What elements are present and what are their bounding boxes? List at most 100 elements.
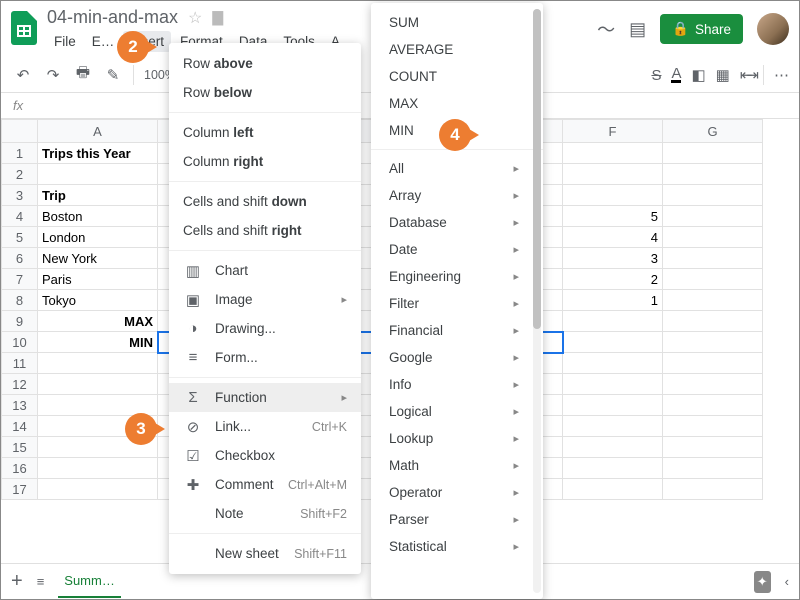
cell[interactable]: 2	[563, 269, 663, 290]
menu-chart[interactable]: ▥Chart	[169, 256, 361, 285]
comments-icon[interactable]: ▤	[629, 19, 646, 40]
col-header-G[interactable]: G	[663, 120, 763, 143]
callout-3: 3	[125, 413, 157, 445]
fn-date[interactable]: Date▸	[371, 236, 543, 263]
row-header[interactable]: 7	[2, 269, 38, 290]
menu-comment[interactable]: ✚CommentCtrl+Alt+M	[169, 470, 361, 499]
callout-4: 4	[439, 119, 471, 151]
folder-icon[interactable]: ▇	[212, 9, 223, 26]
menu-cells-right[interactable]: Cells and shift right	[169, 216, 361, 245]
paint-format-icon[interactable]: ✎	[103, 66, 123, 84]
all-sheets-icon[interactable]: ≡	[37, 574, 45, 589]
fill-color-icon[interactable]: ◧	[691, 66, 705, 84]
cell[interactable]: Trips this Year	[38, 143, 158, 164]
fn-info[interactable]: Info▸	[371, 371, 543, 398]
fn-logical[interactable]: Logical▸	[371, 398, 543, 425]
menu-file[interactable]: File	[47, 31, 83, 52]
fn-math[interactable]: Math▸	[371, 452, 543, 479]
cell[interactable]: MAX	[38, 311, 158, 332]
row-header[interactable]: 14	[2, 416, 38, 437]
menu-checkbox[interactable]: ☑Checkbox	[169, 441, 361, 470]
trend-icon[interactable]: 〜	[597, 16, 615, 42]
undo-icon[interactable]: ↶	[13, 66, 33, 84]
menu-function[interactable]: ΣFunction▸	[169, 383, 361, 412]
row-header[interactable]: 10	[2, 332, 38, 353]
cell[interactable]: New York	[38, 248, 158, 269]
row-header[interactable]: 17	[2, 479, 38, 500]
row-header[interactable]: 8	[2, 290, 38, 311]
row-header[interactable]: 9	[2, 311, 38, 332]
print-icon[interactable]: 🖶	[73, 62, 93, 87]
row-header[interactable]: 2	[2, 164, 38, 185]
menu-edit[interactable]: E…	[85, 31, 122, 52]
fn-filter[interactable]: Filter▸	[371, 290, 543, 317]
row-header[interactable]: 11	[2, 353, 38, 374]
checkbox-icon: ☑	[183, 447, 203, 465]
row-header[interactable]: 4	[2, 206, 38, 227]
menu-column-left[interactable]: Column left	[169, 118, 361, 147]
explore-icon[interactable]: ✦	[754, 571, 771, 593]
more-icon[interactable]: ⋯	[774, 66, 789, 84]
cell[interactable]: 1	[563, 290, 663, 311]
fn-statistical[interactable]: Statistical▸	[371, 533, 543, 560]
menu-form[interactable]: ≡Form...	[169, 343, 361, 372]
cell[interactable]: Paris	[38, 269, 158, 290]
cell[interactable]: Tokyo	[38, 290, 158, 311]
redo-icon[interactable]: ↷	[43, 66, 63, 84]
cell[interactable]: 4	[563, 227, 663, 248]
fn-google[interactable]: Google▸	[371, 344, 543, 371]
row-header[interactable]: 15	[2, 437, 38, 458]
avatar[interactable]	[757, 13, 789, 45]
row-header[interactable]: 5	[2, 227, 38, 248]
menu-new-sheet[interactable]: New sheetShift+F11	[169, 539, 361, 568]
star-icon[interactable]: ☆	[188, 8, 202, 28]
select-all-corner[interactable]	[2, 120, 38, 143]
row-header[interactable]: 1	[2, 143, 38, 164]
menu-drawing[interactable]: ◑Drawing...	[169, 314, 361, 343]
fn-max[interactable]: MAX	[371, 90, 543, 117]
scrollbar-thumb[interactable]	[533, 9, 541, 329]
cell[interactable]: MIN	[38, 332, 158, 353]
fn-engineering[interactable]: Engineering▸	[371, 263, 543, 290]
row-header[interactable]: 3	[2, 185, 38, 206]
borders-icon[interactable]: ▦	[716, 66, 730, 84]
merge-icon[interactable]: ⇤⇥	[740, 66, 753, 84]
cell[interactable]: London	[38, 227, 158, 248]
row-header[interactable]: 12	[2, 374, 38, 395]
menu-cells-down[interactable]: Cells and shift down	[169, 187, 361, 216]
menu-note[interactable]: NoteShift+F2	[169, 499, 361, 528]
col-header-A[interactable]: A	[38, 120, 158, 143]
fn-array[interactable]: Array▸	[371, 182, 543, 209]
side-panel-toggle[interactable]: ‹	[785, 574, 789, 589]
fn-sum[interactable]: SUM	[371, 9, 543, 36]
add-sheet-icon[interactable]: +	[11, 570, 23, 593]
menu-column-right[interactable]: Column right	[169, 147, 361, 176]
fn-operator[interactable]: Operator▸	[371, 479, 543, 506]
row-header[interactable]: 13	[2, 395, 38, 416]
fn-database[interactable]: Database▸	[371, 209, 543, 236]
sheet-tab[interactable]: Summ…	[58, 565, 121, 598]
cell[interactable]: 3	[563, 248, 663, 269]
menu-row-below[interactable]: Row below	[169, 78, 361, 107]
fn-average[interactable]: AVERAGE	[371, 36, 543, 63]
cell[interactable]: Trip	[38, 185, 158, 206]
fn-parser[interactable]: Parser▸	[371, 506, 543, 533]
fn-all[interactable]: All▸	[371, 155, 543, 182]
row-header[interactable]: 6	[2, 248, 38, 269]
fn-count[interactable]: COUNT	[371, 63, 543, 90]
share-button[interactable]: 🔒 Share	[660, 14, 743, 44]
text-color-icon[interactable]: A	[671, 68, 681, 83]
cell[interactable]: Boston	[38, 206, 158, 227]
sheets-logo[interactable]	[11, 11, 37, 45]
row-header[interactable]: 16	[2, 458, 38, 479]
cell[interactable]: 5	[563, 206, 663, 227]
menu-row-above[interactable]: Row above	[169, 49, 361, 78]
menu-link[interactable]: ⊘Link...Ctrl+K	[169, 412, 361, 441]
fn-lookup[interactable]: Lookup▸	[371, 425, 543, 452]
col-header-F[interactable]: F	[563, 120, 663, 143]
menu-image[interactable]: ▣Image▸	[169, 285, 361, 314]
fn-financial[interactable]: Financial▸	[371, 317, 543, 344]
share-label: Share	[695, 22, 731, 37]
doc-title[interactable]: 04-min-and-max	[47, 7, 178, 28]
strikethrough-icon[interactable]: S	[651, 67, 661, 84]
